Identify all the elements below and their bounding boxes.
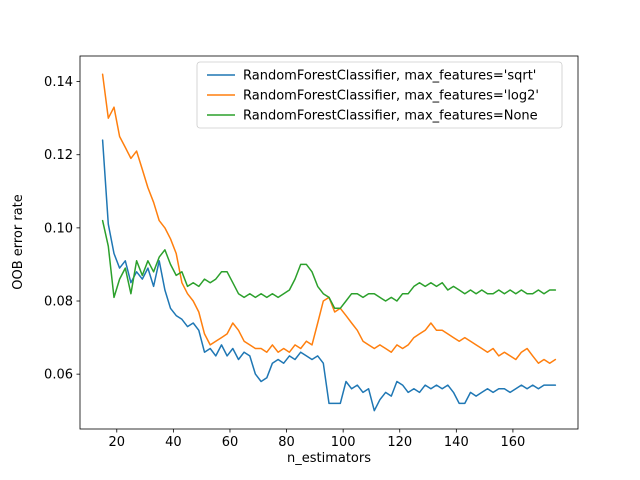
series-line-3 [101, 219, 557, 310]
x-tick-label: 140 [444, 435, 469, 450]
x-tick-label: 120 [387, 435, 412, 450]
x-tick-label: 80 [278, 435, 295, 450]
x-axis-label: n_estimators [287, 451, 371, 466]
legend-label-2: RandomForestClassifier, max_features='lo… [243, 89, 539, 104]
plot-area: 20 40 60 80 100 120 140 160 0.06 0.08 0.10 0.12 0.14… [44, 55, 579, 450]
legend-label-3: RandomForestClassifier, max_features=Non… [243, 109, 538, 124]
x-tick-label: 160 [501, 435, 526, 450]
x-tick-label: 40 [165, 435, 182, 450]
y-tick-label: 0.14 [44, 75, 73, 90]
series-line-1 [101, 139, 557, 412]
y-tick-label: 0.06 [44, 368, 73, 383]
x-tick-label: 20 [109, 435, 126, 450]
y-tick-label: 0.08 [44, 295, 73, 310]
legend-label-1: RandomForestClassifier, max_features='sq… [243, 69, 536, 84]
legend-box [196, 61, 563, 129]
y-tick-label: 0.12 [44, 148, 73, 163]
plot-border [79, 55, 579, 430]
y-axis-label: OOB error rate [11, 194, 26, 290]
y-tick-label: 0.10 [44, 221, 73, 236]
x-tick-label: 100 [331, 435, 356, 450]
x-tick-label: 60 [222, 435, 239, 450]
